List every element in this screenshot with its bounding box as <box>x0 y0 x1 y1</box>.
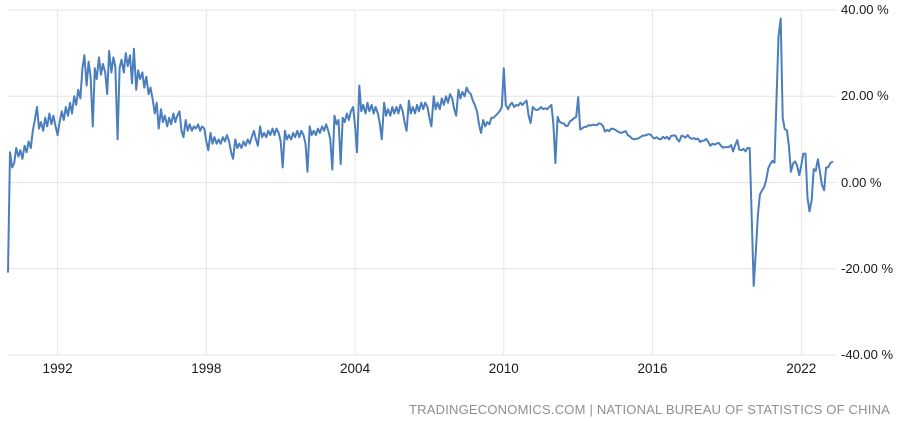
source-name: NATIONAL BUREAU OF STATISTICS OF CHINA <box>596 402 890 417</box>
y-axis-tick-label: 0.00 % <box>841 174 882 190</box>
data-series-line[interactable] <box>7 17 834 287</box>
x-axis-tick-label: 2016 <box>637 361 668 376</box>
y-axis-tick-label: -20.00 % <box>841 260 894 276</box>
tradingeconomics-link[interactable]: TRADINGECONOMICS.COM <box>409 402 586 417</box>
x-axis-tick-label: 2004 <box>340 361 371 376</box>
x-axis-tick-label: 1992 <box>42 361 73 376</box>
y-axis-tick-label: 40.00 % <box>841 2 889 17</box>
x-axis-tick-label: 1998 <box>191 361 222 376</box>
x-axis-tick-label: 2022 <box>786 361 817 376</box>
y-axis-tick-label: 20.00 % <box>841 88 889 104</box>
attribution-separator: | <box>585 402 597 417</box>
y-axis-tick-label: -40.00 % <box>841 347 894 362</box>
source-attribution: TRADINGECONOMICS.COM | NATIONAL BUREAU O… <box>409 402 890 417</box>
x-axis-tick-label: 2010 <box>488 361 519 376</box>
